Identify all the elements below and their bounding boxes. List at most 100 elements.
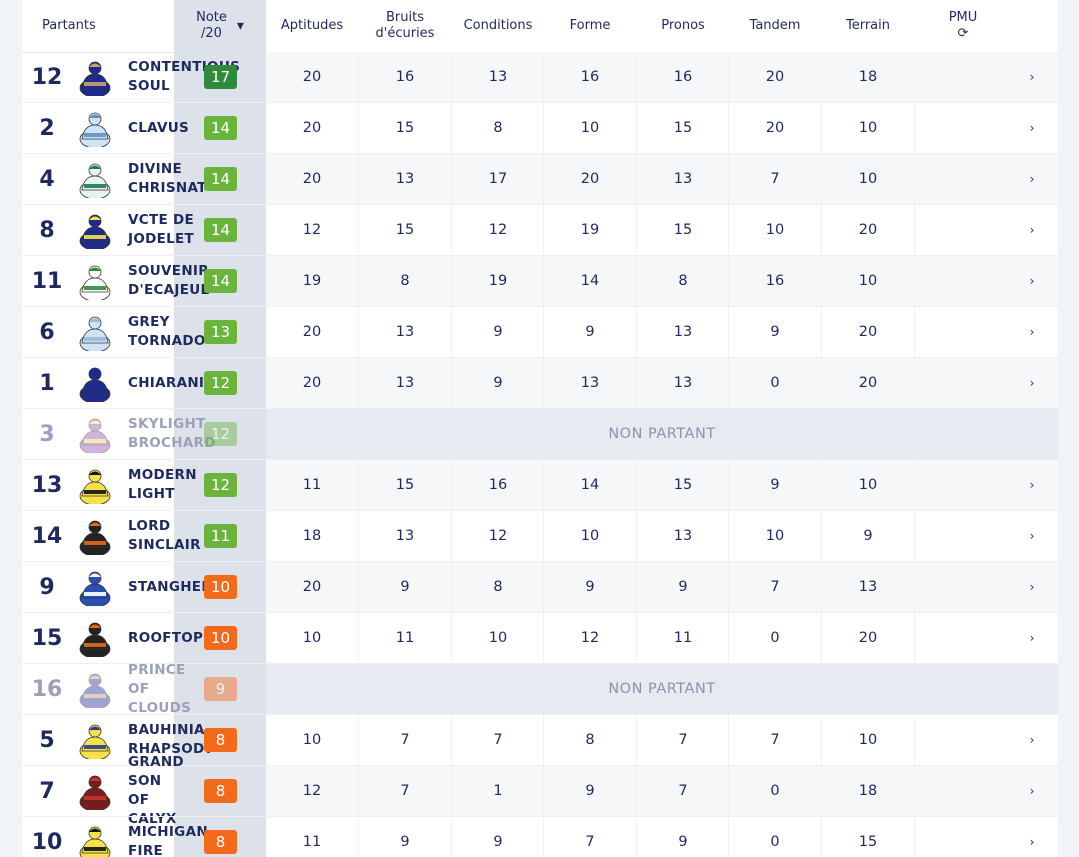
- table-row[interactable]: 9 STANGHEL 10 20 9 8 9 9 7 13 ›: [22, 562, 1058, 613]
- table-row-non-partant[interactable]: 16 PRINCE OF CLOUDS 9 NON PARTANT: [22, 662, 1058, 716]
- table-row[interactable]: 11 SOUVENIR D'ECAJEUL 14 19 8 19 14 8 16 10 ›: [22, 256, 1058, 307]
- score-cell: 0: [770, 834, 780, 850]
- horse-name[interactable]: ROOFTOP: [128, 613, 228, 663]
- table-row[interactable]: 1 CHIARANIV 12 20 13 9 13 13 0 20 ›: [22, 358, 1058, 409]
- table-row[interactable]: 8 VCTE DE JODELET 14 12 15 12 19 15 10 20 ›: [22, 205, 1058, 256]
- table-row[interactable]: 15 ROOFTOP 10 10 11 10 12 11 0 20 ›: [22, 613, 1058, 664]
- score-cell: 13: [580, 375, 600, 391]
- column-divider: [543, 715, 544, 765]
- column-divider: [728, 613, 729, 663]
- table-row[interactable]: 12 CONTENTIOUS SOUL 17 20 16 13 16 16 20 18 ›: [22, 52, 1058, 103]
- row-separator: [22, 561, 1058, 562]
- horse-name[interactable]: CHIARANIV: [128, 358, 228, 408]
- runner-number: 10: [31, 829, 63, 855]
- table-row-non-partant[interactable]: 3 SKYLIGHT BROCHARD 12 NON PARTANT: [22, 409, 1058, 460]
- jockey-silk-icon: [76, 415, 114, 455]
- horse-name[interactable]: STANGHEL: [128, 562, 228, 612]
- header-partants[interactable]: Partants: [42, 0, 162, 52]
- jockey-silk-icon: [76, 466, 114, 506]
- column-divider: [728, 766, 729, 816]
- horse-name[interactable]: PRINCE OF CLOUDS: [128, 662, 228, 716]
- column-divider: [358, 715, 359, 765]
- column-divider: [636, 613, 637, 663]
- column-divider: [543, 307, 544, 357]
- note-badge: 17: [204, 65, 237, 89]
- table-row[interactable]: 2 CLAVUS 14 20 15 8 10 15 20 10 ›: [22, 103, 1058, 154]
- column-divider: [636, 307, 637, 357]
- score-cell: 7: [770, 171, 780, 187]
- horse-name-line: BROCHARD: [128, 435, 216, 451]
- column-divider: [543, 154, 544, 204]
- jockey-silk-icon: [76, 823, 114, 857]
- header-col-label: Tandem: [749, 18, 801, 33]
- table-row[interactable]: 6 GREY TORNADO 13 20 13 9 9 13 9 20 ›: [22, 307, 1058, 358]
- header-col-7[interactable]: PMU ⟳: [915, 0, 1011, 52]
- horse-name[interactable]: MODERN LIGHT: [128, 460, 228, 510]
- table-row[interactable]: 14 LORD SINCLAIR 11 18 13 12 10 13 10 9 ›: [22, 511, 1058, 562]
- horse-name[interactable]: BAUHINIA RHAPSODY: [128, 715, 228, 765]
- header-col-0: Aptitudes: [266, 0, 358, 52]
- score-cell: 14: [580, 477, 600, 493]
- horse-name[interactable]: VCTE DE JODELET: [128, 205, 228, 255]
- horse-name[interactable]: DIVINE CHRISNAT: [128, 154, 228, 204]
- score-cell: 7: [678, 783, 688, 799]
- header-col-2: Conditions: [452, 0, 544, 52]
- chevron-right-icon[interactable]: ›: [1029, 376, 1035, 390]
- score-cell: 9: [585, 579, 595, 595]
- header-note-sort[interactable]: Note /20 ▾: [174, 0, 266, 52]
- note-badge: 14: [204, 269, 237, 293]
- horse-name[interactable]: LORD SINCLAIR: [128, 511, 228, 561]
- column-divider: [358, 358, 359, 408]
- scores-area: NON PARTANT: [266, 664, 1058, 714]
- column-divider: [543, 562, 544, 612]
- chevron-right-icon[interactable]: ›: [1029, 784, 1035, 798]
- column-divider: [821, 52, 822, 102]
- score-cell: 18: [302, 528, 322, 544]
- column-divider: [358, 307, 359, 357]
- score-cell: 19: [488, 273, 508, 289]
- horse-name[interactable]: SOUVENIR D'ECAJEUL: [128, 256, 228, 306]
- score-cell: 16: [765, 273, 785, 289]
- chevron-right-icon[interactable]: ›: [1029, 835, 1035, 849]
- chevron-right-icon[interactable]: ›: [1029, 274, 1035, 288]
- horse-name[interactable]: GREY TORNADO: [128, 307, 228, 357]
- score-cell: 7: [770, 579, 780, 595]
- horse-name[interactable]: MICHIGAN FIRE: [128, 817, 228, 857]
- table-row[interactable]: 4 DIVINE CHRISNAT 14 20 13 17 20 13 7 10 ›: [22, 154, 1058, 205]
- chevron-right-icon[interactable]: ›: [1029, 733, 1035, 747]
- score-cell: 20: [858, 375, 878, 391]
- column-divider: [636, 766, 637, 816]
- column-divider: [636, 562, 637, 612]
- table-row[interactable]: 5 BAUHINIA RHAPSODY 8 10 7 7 8 7 7 10 ›: [22, 715, 1058, 766]
- score-cell: 16: [673, 69, 693, 85]
- column-divider: [451, 715, 452, 765]
- horse-name[interactable]: SKYLIGHT BROCHARD: [128, 409, 228, 459]
- runner-number: 11: [31, 268, 63, 294]
- column-divider: [358, 154, 359, 204]
- score-cell: 8: [585, 732, 595, 748]
- chevron-right-icon[interactable]: ›: [1029, 631, 1035, 645]
- score-cell: 8: [400, 273, 410, 289]
- chevron-right-icon[interactable]: ›: [1029, 70, 1035, 84]
- column-divider: [636, 154, 637, 204]
- chevron-right-icon[interactable]: ›: [1029, 325, 1035, 339]
- column-divider: [451, 205, 452, 255]
- chevron-right-icon[interactable]: ›: [1029, 172, 1035, 186]
- chevron-right-icon[interactable]: ›: [1029, 529, 1035, 543]
- chevron-right-icon[interactable]: ›: [1029, 121, 1035, 135]
- table-row[interactable]: 10 MICHIGAN FIRE 8 11 9 9 7 9 0 15 ›: [22, 817, 1058, 857]
- horse-name[interactable]: CLAVUS: [128, 103, 228, 153]
- column-divider: [543, 358, 544, 408]
- horse-name[interactable]: GRAND SON OF CALYX: [128, 754, 228, 827]
- column-divider: [358, 766, 359, 816]
- chevron-right-icon[interactable]: ›: [1029, 478, 1035, 492]
- runner-number: 7: [39, 778, 55, 804]
- chevron-right-icon[interactable]: ›: [1029, 223, 1035, 237]
- column-divider: [728, 511, 729, 561]
- score-cell: 15: [395, 222, 415, 238]
- chevron-right-icon[interactable]: ›: [1029, 580, 1035, 594]
- horse-name-line: LORD: [128, 518, 171, 534]
- column-divider: [728, 358, 729, 408]
- table-row[interactable]: 7 GRAND SON OF CALYX 8 12 7 1 9 7 0 18 ›: [22, 754, 1058, 827]
- table-row[interactable]: 13 MODERN LIGHT 12 11 15 16 14 15 9 10 ›: [22, 460, 1058, 511]
